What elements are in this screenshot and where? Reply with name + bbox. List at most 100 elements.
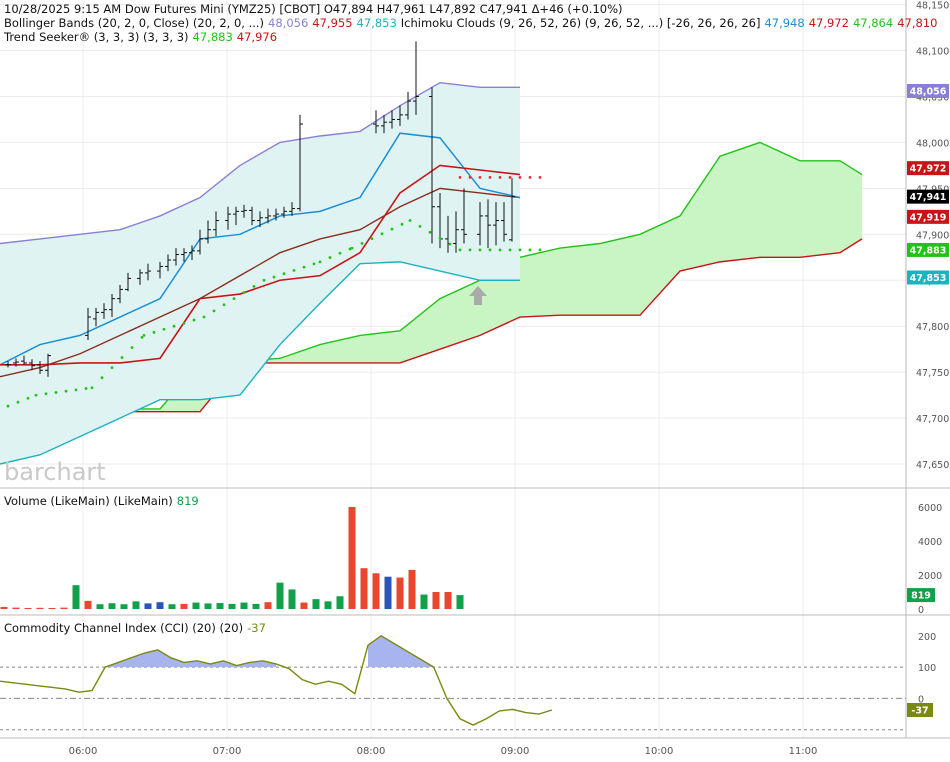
volume-header: Volume (LikeMain) (LikeMain) 819 <box>4 494 203 508</box>
ohlc-bar <box>85 307 91 340</box>
trend-seeker-dot <box>74 388 78 392</box>
ohlc-bar <box>109 294 115 318</box>
ohlc-bar <box>461 188 467 244</box>
bb-lower-line <box>0 261 520 465</box>
ohlc-bar <box>125 272 131 292</box>
ohlc-bar <box>493 202 499 246</box>
ichi-label[interactable]: Ichimoku Clouds (9, 26, 52, 26) (9, 26, … <box>400 16 761 30</box>
volume-bar <box>432 592 440 609</box>
bollinger-bands <box>0 81 521 465</box>
ohlc-bar <box>29 359 35 371</box>
header-line-2: Bollinger Bands (20, 2, 0, Close) (20, 2… <box>4 16 941 30</box>
ohlc-bar <box>233 206 239 226</box>
trend-seeker-dot <box>292 269 296 272</box>
price-badge <box>907 83 949 98</box>
price-badge <box>907 209 949 224</box>
cci-value: -37 <box>247 621 266 635</box>
bb-fill <box>0 82 520 465</box>
trend-seeker-dot <box>428 230 432 234</box>
volume-bar <box>336 596 344 609</box>
span-a-line <box>0 141 863 415</box>
trend-seeker-dot <box>26 396 30 400</box>
ts-value-2: 47,976 <box>236 30 278 44</box>
trend-seeker-dot <box>90 386 94 390</box>
trend-seeker-dot <box>84 387 88 390</box>
volume-bar <box>420 594 428 609</box>
cloud-area <box>0 142 862 414</box>
volume-bar <box>384 576 392 609</box>
bb-value-2: 47,955 <box>312 16 353 30</box>
ohlc-bar <box>257 211 263 227</box>
volume-bar <box>96 604 104 609</box>
ohlc-bar <box>45 353 51 377</box>
volume-bar <box>0 606 8 609</box>
volume-bar <box>348 507 356 609</box>
volume-badge <box>907 588 935 603</box>
trend-seeker-dot <box>142 333 146 337</box>
cci-label[interactable]: Commodity Channel Index (CCI) (20) (20) <box>4 621 244 635</box>
trend-seeker-dot <box>34 393 38 397</box>
trend-seeker-dot <box>360 241 364 245</box>
price-tick-label: 48,000 <box>916 138 949 149</box>
ichimoku-cloud <box>0 141 863 415</box>
trend-seeker-dot <box>252 284 256 288</box>
trend-seeker-dot <box>54 391 58 394</box>
ohlc-bar <box>101 303 107 319</box>
volume-value: 819 <box>176 494 199 508</box>
ohlc-bar <box>373 110 379 134</box>
ohlc-bar <box>157 261 163 279</box>
trend-seeker-dot <box>318 260 322 264</box>
cci-line <box>0 634 553 726</box>
volume-bar <box>240 602 248 609</box>
ohlc-bar <box>181 248 187 262</box>
ts-label[interactable]: Trend Seeker® (3, 3, 3) (3, 3, 3) <box>4 30 189 44</box>
price-badge <box>907 242 949 257</box>
time-tick-label: 07:00 <box>213 746 242 757</box>
trend-seeker-dot <box>232 297 236 301</box>
price-tick-label: 48,100 <box>916 47 949 58</box>
bb-value-1: 48,056 <box>268 16 309 30</box>
price-badges: 48,056 47,972 47,941 47,919 47,883 47,853 <box>907 83 949 285</box>
arrow-up-icon <box>469 286 487 305</box>
cci-overbought-fill <box>368 635 434 668</box>
trend-seeker-dot <box>350 246 354 250</box>
ohlc-bar <box>405 91 411 120</box>
trend-seeker-dot <box>468 248 472 252</box>
ohlc-bar <box>389 110 395 129</box>
price-badge-label: 47,919 <box>910 212 947 223</box>
trend-seeker-dot <box>518 248 522 252</box>
trend-seeker-dot <box>508 175 512 179</box>
trend-seeker-dot <box>120 356 124 359</box>
trend-seeker-dot <box>312 262 316 266</box>
ohlc-bar <box>137 269 143 285</box>
volume-tick-label: 2000 <box>918 571 942 582</box>
trend-seeker-dot <box>338 251 342 255</box>
volume-bar <box>168 604 176 609</box>
volume-bar <box>108 603 116 609</box>
trend-seeker-dot <box>498 175 502 179</box>
ohlc-bar <box>145 263 151 281</box>
trend-seeker-dot <box>182 321 186 325</box>
volume-bar <box>120 604 128 609</box>
cci-overbought-fill <box>105 649 277 668</box>
bb-label[interactable]: Bollinger Bands (20, 2, 0, Close) (20, 2… <box>4 16 265 30</box>
volume-bar <box>204 603 212 609</box>
ohlc-bar <box>197 229 203 255</box>
trend-seeker-dot <box>130 346 134 349</box>
trend-seeker-dot <box>478 248 482 252</box>
price-badge-label: 48,056 <box>910 86 947 97</box>
trend-seeker-dot <box>44 392 48 396</box>
volume-label[interactable]: Volume (LikeMain) (LikeMain) <box>4 494 173 508</box>
ohlc-bar <box>453 211 459 253</box>
trend-seeker-dot <box>242 291 246 294</box>
volume-bar <box>456 595 464 609</box>
volume-bar <box>72 585 80 609</box>
volume-bars[interactable]: 6000 4000 2000 0 819 <box>0 503 943 616</box>
trend-seeker-dot <box>16 400 20 404</box>
time-tick-label: 09:00 <box>501 746 530 757</box>
trend-seeker-dot <box>222 303 226 307</box>
trend-seeker-dot <box>172 324 176 328</box>
trend-seeker-dot <box>458 248 462 252</box>
volume-bar <box>264 602 272 609</box>
